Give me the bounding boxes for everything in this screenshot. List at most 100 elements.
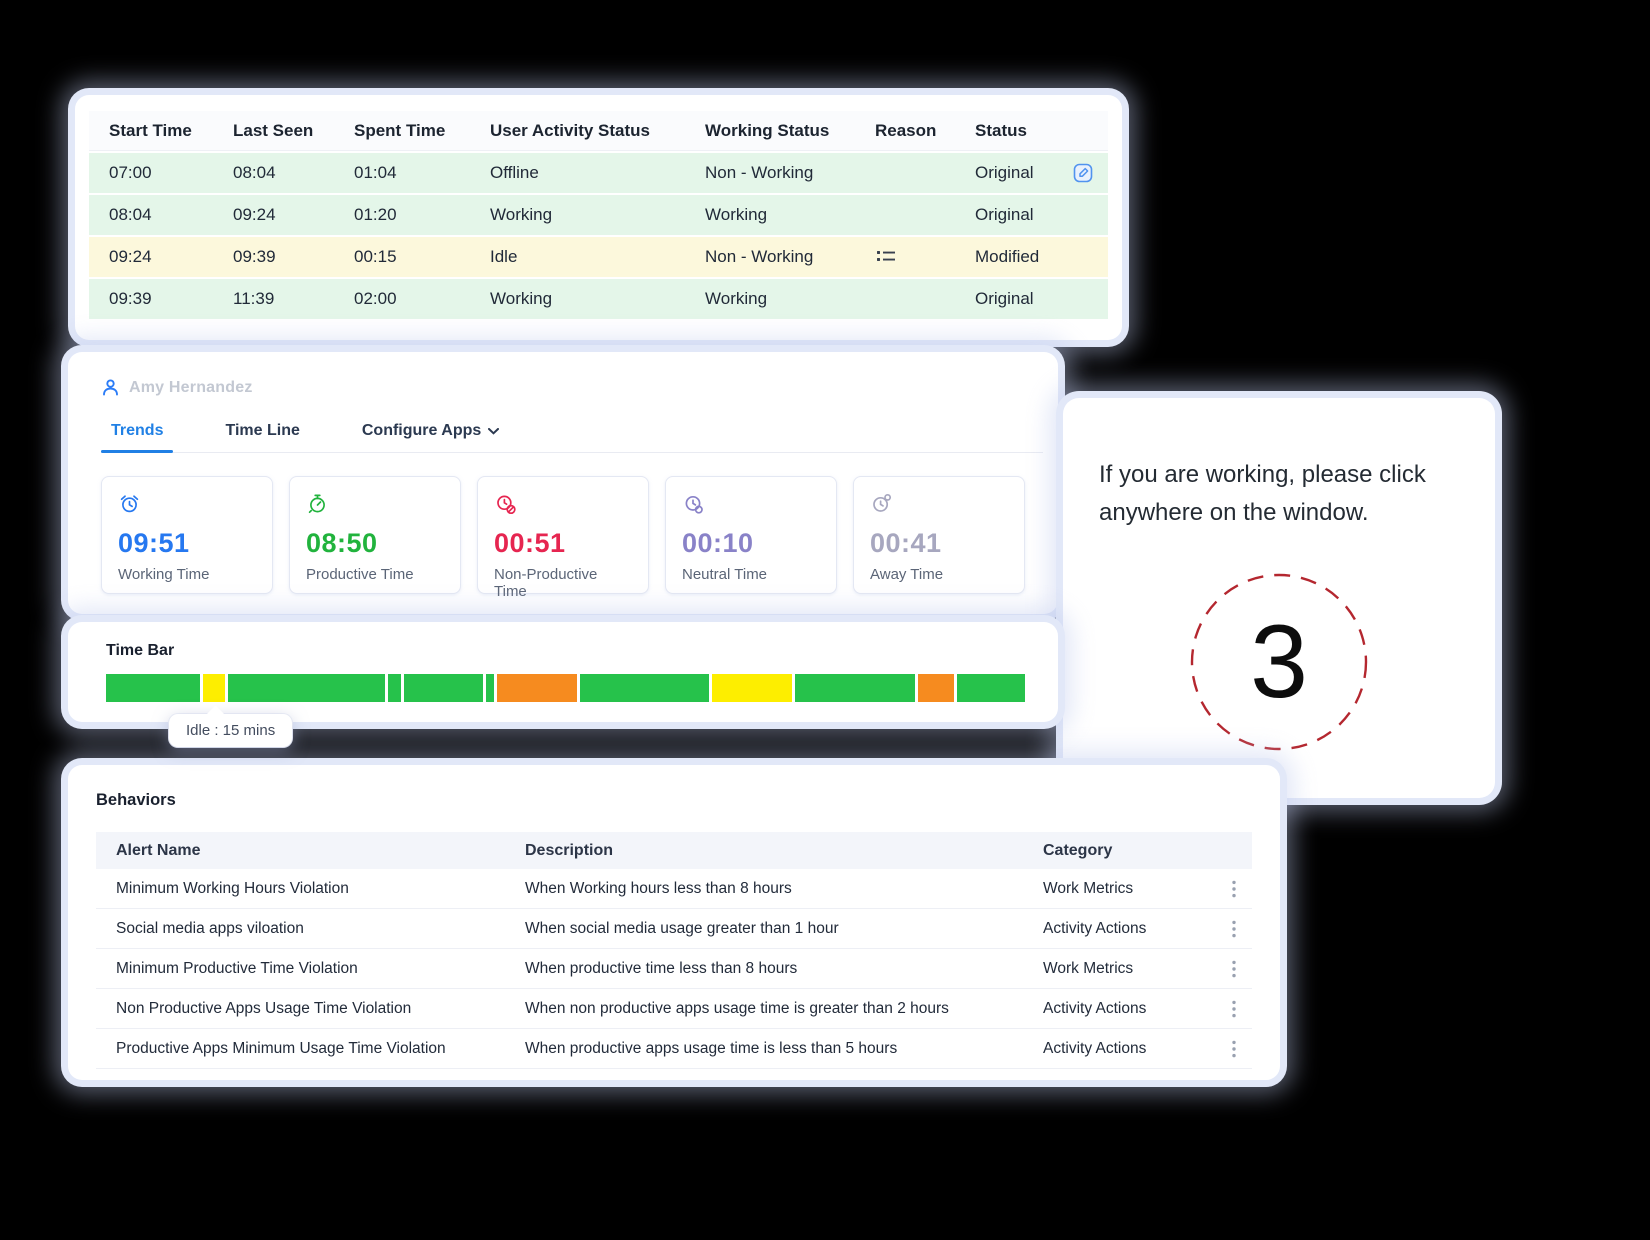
kebab-menu-icon[interactable] bbox=[1232, 1000, 1236, 1018]
metric-card-non-productive-time: 00:51 Non-Productive Time bbox=[477, 476, 649, 600]
work-reminder-panel[interactable]: If you are working, please click anywher… bbox=[1063, 398, 1495, 798]
working-status-cell: Working bbox=[705, 205, 768, 224]
time-bar-segment-yellow[interactable] bbox=[203, 674, 225, 702]
col-user-activity-status: User Activity Status bbox=[490, 120, 650, 140]
kebab-menu-icon[interactable] bbox=[1232, 920, 1236, 938]
col-status: Status bbox=[975, 120, 1027, 140]
gauge-blocked-icon bbox=[494, 492, 632, 516]
table-row[interactable]: 09:39 11:39 02:00 Working Working Origin… bbox=[89, 279, 1108, 319]
time-bar-segment-orange[interactable] bbox=[496, 674, 578, 702]
time-bar-segment-green[interactable] bbox=[227, 674, 385, 702]
tab-bar: Trends Time Line Configure Apps bbox=[101, 422, 1043, 453]
user-name: Amy Hernandez bbox=[129, 378, 253, 396]
table-row[interactable]: Productive Apps Minimum Usage Time Viola… bbox=[96, 1029, 1252, 1069]
col-start-time: Start Time bbox=[109, 120, 192, 140]
time-bar-segment-orange[interactable] bbox=[918, 674, 954, 702]
alert-name-cell: Minimum Productive Time Violation bbox=[116, 959, 358, 977]
alarm-clock-icon bbox=[118, 492, 256, 516]
metric-value: 08:50 bbox=[306, 528, 378, 558]
spent-time-cell: 01:04 bbox=[354, 163, 397, 182]
metric-card-away-time: 00:41 Away Time bbox=[853, 476, 1025, 594]
user-header: Amy Hernandez bbox=[101, 378, 1043, 397]
col-alert-name: Alert Name bbox=[116, 841, 201, 859]
countdown-number: 3 bbox=[1250, 603, 1308, 720]
user-trends-panel: Amy Hernandez Trends Time Line Configure… bbox=[68, 352, 1058, 614]
description-cell: When Working hours less than 8 hours bbox=[525, 879, 792, 897]
start-time-cell: 08:04 bbox=[109, 205, 152, 224]
clock-neutral-icon bbox=[682, 492, 820, 516]
time-bar-segment-green[interactable] bbox=[106, 674, 201, 702]
activity-status-cell: Working bbox=[490, 205, 553, 224]
time-bar-tooltip: Idle : 15 mins bbox=[169, 714, 293, 747]
table-row[interactable]: Minimum Productive Time Violation When p… bbox=[96, 949, 1252, 989]
table-row[interactable]: 08:04 09:24 01:20 Working Working Origin… bbox=[89, 195, 1108, 235]
kebab-menu-icon[interactable] bbox=[1232, 960, 1236, 978]
status-cell: Original bbox=[955, 289, 1108, 309]
col-spent-time: Spent Time bbox=[354, 120, 446, 140]
tab-time-line[interactable]: Time Line bbox=[225, 422, 300, 439]
category-cell: Activity Actions bbox=[1023, 1000, 1252, 1018]
table-row[interactable]: Minimum Working Hours Violation When Wor… bbox=[96, 869, 1252, 909]
edit-icon[interactable] bbox=[1072, 162, 1094, 184]
dashed-circle bbox=[1189, 572, 1369, 752]
tab-configure-apps[interactable]: Configure Apps bbox=[352, 422, 509, 452]
metric-label: Productive Time bbox=[306, 566, 414, 583]
time-bar-segment-green[interactable] bbox=[486, 674, 494, 702]
status-value: Original bbox=[975, 163, 1034, 182]
col-reason: Reason bbox=[875, 120, 937, 140]
kebab-menu-icon[interactable] bbox=[1232, 880, 1236, 898]
person-icon bbox=[101, 378, 120, 397]
working-status-cell: Working bbox=[705, 289, 768, 308]
time-bar-segment-green[interactable] bbox=[580, 674, 709, 702]
description-cell: When social media usage greater than 1 h… bbox=[525, 919, 839, 937]
metric-card-neutral-time: 00:10 Neutral Time bbox=[665, 476, 837, 594]
behaviors-table: Alert Name Description Category Minimum … bbox=[96, 832, 1252, 1069]
metric-value: 00:10 bbox=[682, 528, 754, 558]
activity-table-panel: Start Time Last Seen Spent Time User Act… bbox=[75, 95, 1122, 340]
start-time-cell: 09:24 bbox=[109, 247, 152, 266]
activity-status-cell: Idle bbox=[490, 247, 518, 266]
reminder-message: If you are working, please click anywher… bbox=[1099, 461, 1426, 526]
col-last-seen: Last Seen bbox=[233, 120, 314, 140]
category-cell: Work Metrics bbox=[1023, 880, 1252, 898]
time-bar-segment-green[interactable] bbox=[387, 674, 401, 702]
col-working-status: Working Status bbox=[705, 120, 830, 140]
activity-table-header: Start Time Last Seen Spent Time User Act… bbox=[89, 111, 1108, 151]
status-value: Modified bbox=[975, 247, 1040, 266]
clock-away-icon bbox=[870, 492, 1008, 516]
metric-label: Away Time bbox=[870, 566, 944, 583]
alert-name-cell: Social media apps viloation bbox=[116, 919, 304, 937]
kebab-menu-icon[interactable] bbox=[1232, 1040, 1236, 1058]
status-value: Original bbox=[975, 205, 1034, 224]
metric-value: 09:51 bbox=[118, 528, 190, 558]
working-status-cell: Non - Working bbox=[705, 247, 814, 266]
metric-label: Working Time bbox=[118, 566, 210, 583]
countdown: 3 bbox=[1189, 572, 1369, 752]
metric-label: Neutral Time bbox=[682, 566, 768, 583]
alert-name-cell: Non Productive Apps Usage Time Violation bbox=[116, 999, 412, 1017]
time-bar-segment-yellow[interactable] bbox=[711, 674, 793, 702]
table-row[interactable]: 07:00 08:04 01:04 Offline Non - Working … bbox=[89, 153, 1108, 193]
metric-card-productive-time: 08:50 Productive Time bbox=[289, 476, 461, 594]
reason-list-icon[interactable] bbox=[875, 248, 955, 266]
col-category: Category bbox=[1043, 841, 1113, 859]
time-bar-segment-green[interactable] bbox=[403, 674, 484, 702]
table-row[interactable]: Social media apps viloation When social … bbox=[96, 909, 1252, 949]
description-cell: When non productive apps usage time is g… bbox=[525, 999, 949, 1017]
time-bar-segment-green[interactable] bbox=[795, 674, 916, 702]
metric-card-working-time: 09:51 Working Time bbox=[101, 476, 273, 594]
category-cell: Activity Actions bbox=[1023, 1040, 1252, 1058]
description-cell: When productive time less than 8 hours bbox=[525, 959, 798, 977]
table-row[interactable]: 09:24 09:39 00:15 Idle Non - Working Mod… bbox=[89, 237, 1108, 277]
tab-trends[interactable]: Trends bbox=[101, 422, 174, 453]
description-cell: When productive apps usage time is less … bbox=[525, 1039, 898, 1057]
last-seen-cell: 11:39 bbox=[233, 289, 275, 308]
metric-value: 00:51 bbox=[494, 528, 566, 558]
reason-cell bbox=[855, 248, 955, 266]
spent-time-cell: 02:00 bbox=[354, 289, 397, 308]
working-status-cell: Non - Working bbox=[705, 163, 814, 182]
time-bar-segment-green[interactable] bbox=[956, 674, 1025, 702]
table-row[interactable]: Non Productive Apps Usage Time Violation… bbox=[96, 989, 1252, 1029]
status-cell: Modified bbox=[955, 247, 1108, 267]
time-bar-title: Time Bar bbox=[106, 642, 175, 659]
